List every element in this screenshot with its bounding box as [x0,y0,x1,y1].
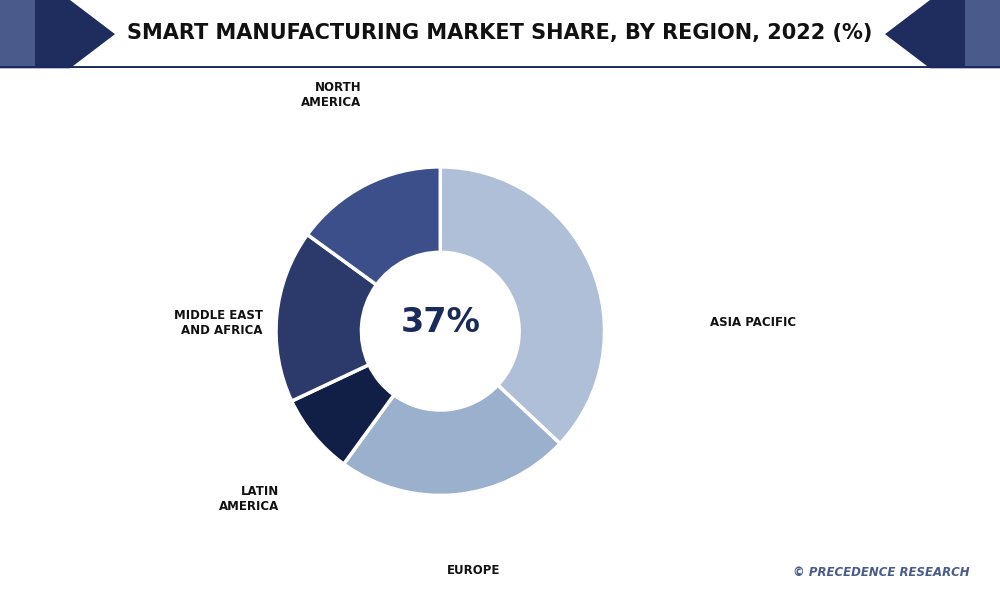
Text: ASIA PACIFIC: ASIA PACIFIC [710,317,796,330]
Polygon shape [0,0,115,68]
Wedge shape [440,167,605,444]
Wedge shape [276,235,376,401]
Text: 37%: 37% [400,307,480,339]
Text: SMART MANUFACTURING MARKET SHARE, BY REGION, 2022 (%): SMART MANUFACTURING MARKET SHARE, BY REG… [127,23,873,43]
Text: LATIN
AMERICA: LATIN AMERICA [219,485,279,513]
Polygon shape [965,0,1000,68]
Wedge shape [292,365,394,464]
Text: MIDDLE EAST
AND AFRICA: MIDDLE EAST AND AFRICA [174,309,263,337]
Polygon shape [885,0,1000,68]
Wedge shape [307,167,440,285]
Text: © PRECEDENCE RESEARCH: © PRECEDENCE RESEARCH [793,566,970,579]
Polygon shape [0,0,35,68]
Text: EUROPE: EUROPE [446,564,500,577]
Wedge shape [344,385,560,495]
Text: NORTH
AMERICA: NORTH AMERICA [301,81,361,109]
